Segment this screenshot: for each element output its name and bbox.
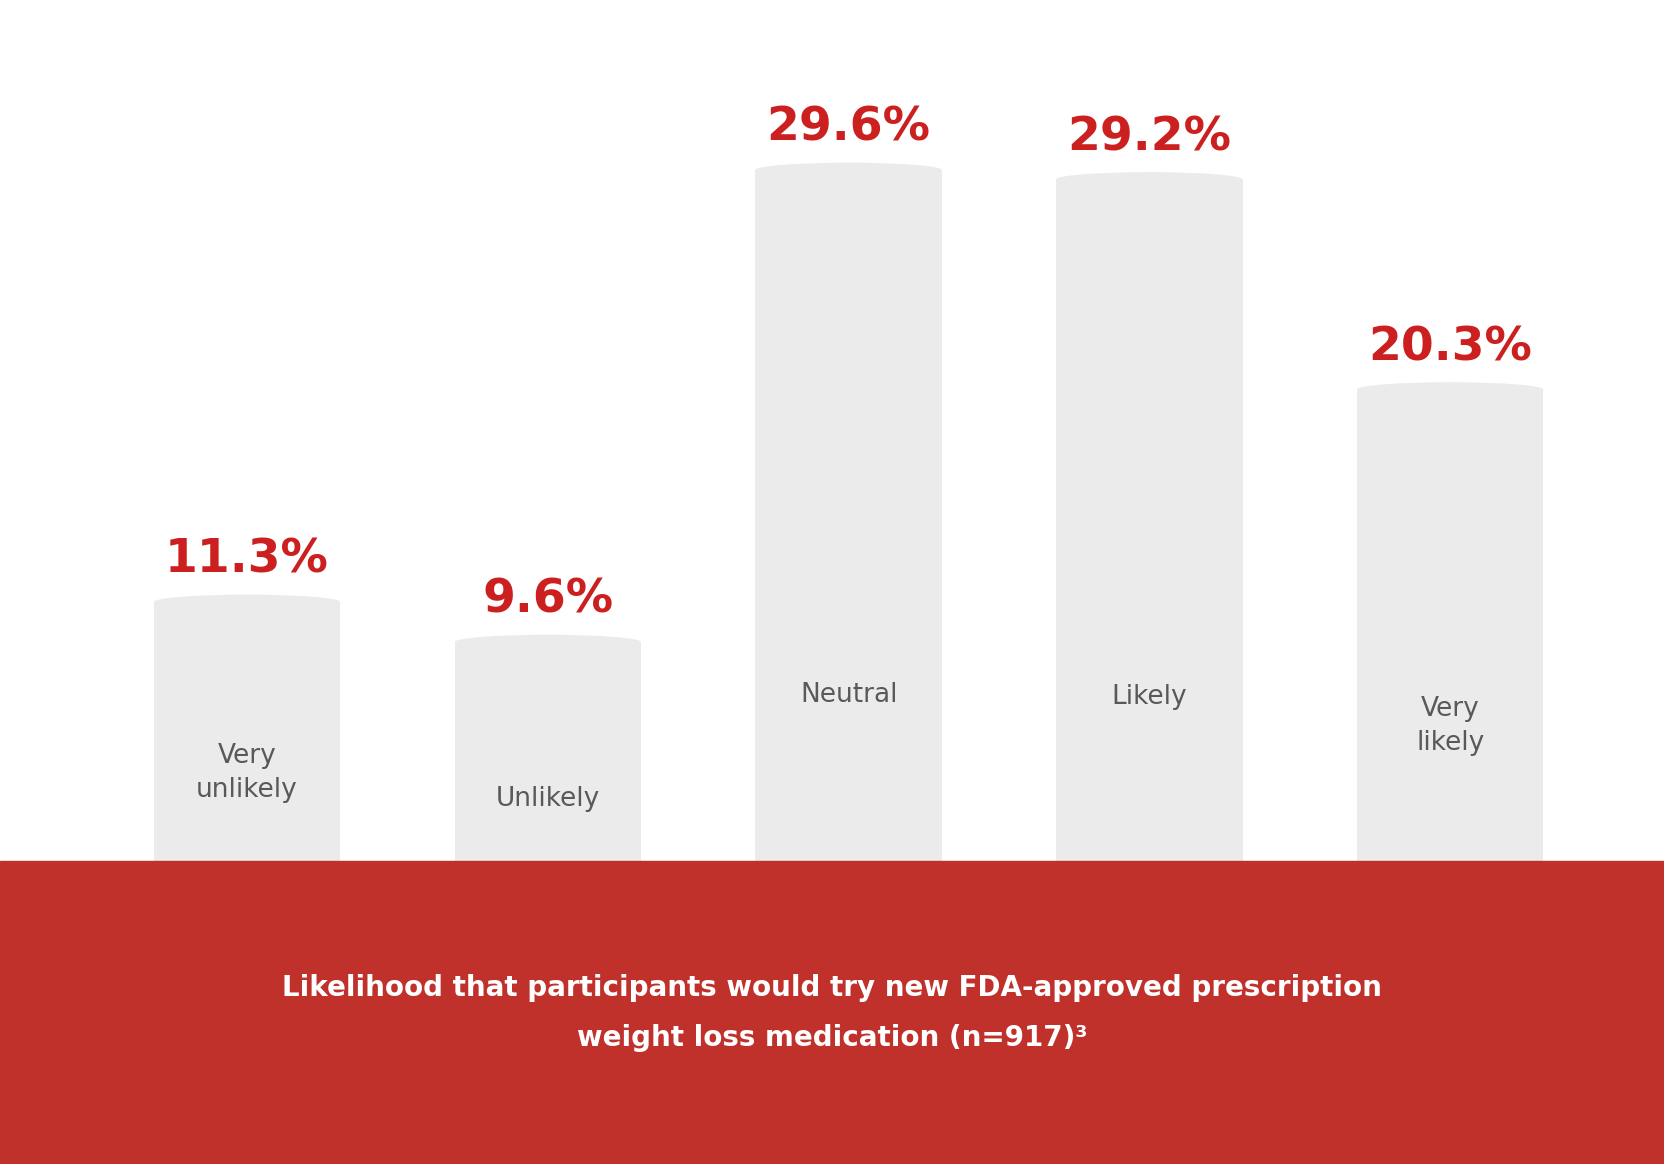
Text: Unlikely: Unlikely — [496, 786, 601, 811]
Ellipse shape — [153, 595, 341, 609]
Text: Likely: Likely — [1112, 683, 1186, 710]
Text: 9.6%: 9.6% — [483, 579, 614, 623]
Bar — [454, 643, 641, 861]
Text: 11.3%: 11.3% — [165, 538, 329, 583]
Text: 29.6%: 29.6% — [767, 106, 930, 151]
Text: 29.2%: 29.2% — [1067, 115, 1231, 161]
Ellipse shape — [1057, 172, 1243, 186]
Bar — [153, 602, 341, 861]
Text: Likelihood that participants would try new FDA-approved prescription
weight loss: Likelihood that participants would try n… — [283, 973, 1381, 1052]
Bar — [1057, 179, 1243, 861]
Text: Very
unlikely: Very unlikely — [196, 743, 298, 803]
Text: 20.3%: 20.3% — [1368, 326, 1533, 370]
Text: Very
likely: Very likely — [1416, 696, 1484, 755]
Text: Neutral: Neutral — [800, 682, 897, 708]
Ellipse shape — [755, 163, 942, 177]
Ellipse shape — [454, 634, 641, 650]
Bar — [1358, 390, 1544, 861]
Ellipse shape — [1358, 382, 1544, 397]
Bar — [755, 170, 942, 861]
